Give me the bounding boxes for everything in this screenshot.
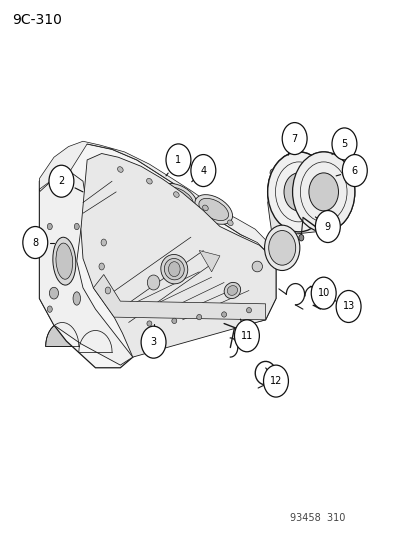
Ellipse shape bbox=[47, 306, 52, 312]
Text: 4: 4 bbox=[200, 166, 206, 175]
Ellipse shape bbox=[347, 169, 352, 176]
Text: 8: 8 bbox=[32, 238, 38, 247]
Circle shape bbox=[282, 123, 307, 155]
Ellipse shape bbox=[222, 312, 227, 317]
Circle shape bbox=[166, 144, 191, 176]
Polygon shape bbox=[81, 154, 276, 357]
Circle shape bbox=[141, 326, 166, 358]
Ellipse shape bbox=[247, 308, 251, 313]
Text: 5: 5 bbox=[341, 139, 348, 149]
Ellipse shape bbox=[283, 172, 315, 212]
Polygon shape bbox=[39, 171, 133, 365]
Text: 2: 2 bbox=[58, 176, 65, 186]
Ellipse shape bbox=[197, 314, 202, 320]
Ellipse shape bbox=[124, 172, 162, 201]
Ellipse shape bbox=[168, 262, 180, 277]
Ellipse shape bbox=[284, 173, 314, 211]
Ellipse shape bbox=[74, 223, 79, 230]
Text: 13: 13 bbox=[342, 302, 355, 311]
Polygon shape bbox=[79, 330, 112, 352]
Ellipse shape bbox=[161, 254, 188, 284]
Ellipse shape bbox=[322, 169, 327, 176]
Ellipse shape bbox=[269, 230, 295, 265]
Ellipse shape bbox=[160, 183, 197, 213]
Ellipse shape bbox=[293, 152, 355, 232]
Ellipse shape bbox=[128, 175, 158, 198]
Ellipse shape bbox=[227, 286, 237, 295]
Ellipse shape bbox=[73, 292, 81, 305]
Ellipse shape bbox=[308, 172, 339, 212]
Ellipse shape bbox=[227, 220, 233, 225]
Text: 12: 12 bbox=[270, 376, 282, 386]
Circle shape bbox=[23, 227, 48, 259]
Ellipse shape bbox=[293, 152, 355, 232]
Ellipse shape bbox=[309, 173, 339, 211]
Circle shape bbox=[342, 155, 367, 187]
Text: 3: 3 bbox=[151, 337, 156, 347]
Ellipse shape bbox=[173, 192, 179, 197]
Ellipse shape bbox=[268, 152, 330, 232]
Circle shape bbox=[264, 365, 288, 397]
Ellipse shape bbox=[270, 169, 276, 176]
Polygon shape bbox=[93, 274, 266, 320]
Ellipse shape bbox=[299, 235, 304, 241]
Circle shape bbox=[191, 155, 216, 187]
Text: 93458  310: 93458 310 bbox=[290, 513, 346, 523]
Ellipse shape bbox=[203, 205, 208, 211]
Circle shape bbox=[315, 211, 340, 243]
Ellipse shape bbox=[147, 321, 152, 326]
Circle shape bbox=[49, 165, 74, 197]
Circle shape bbox=[311, 277, 336, 309]
Ellipse shape bbox=[147, 275, 160, 290]
Polygon shape bbox=[46, 322, 79, 346]
Text: 11: 11 bbox=[241, 331, 253, 341]
Circle shape bbox=[234, 320, 259, 352]
Ellipse shape bbox=[199, 198, 229, 221]
Ellipse shape bbox=[268, 152, 330, 232]
Ellipse shape bbox=[164, 259, 184, 280]
Ellipse shape bbox=[296, 227, 302, 234]
Ellipse shape bbox=[146, 179, 152, 184]
Text: 9C-310: 9C-310 bbox=[12, 13, 62, 27]
Ellipse shape bbox=[295, 169, 301, 176]
Text: 6: 6 bbox=[352, 166, 358, 175]
Ellipse shape bbox=[56, 243, 73, 279]
Ellipse shape bbox=[321, 227, 327, 234]
Ellipse shape bbox=[47, 223, 52, 230]
Polygon shape bbox=[39, 144, 276, 368]
Ellipse shape bbox=[99, 263, 105, 270]
Text: 10: 10 bbox=[317, 288, 330, 298]
Ellipse shape bbox=[224, 282, 241, 298]
Polygon shape bbox=[39, 141, 276, 261]
Text: 7: 7 bbox=[291, 134, 298, 143]
Text: 1: 1 bbox=[176, 155, 181, 165]
Ellipse shape bbox=[105, 287, 110, 294]
Ellipse shape bbox=[49, 287, 59, 299]
Ellipse shape bbox=[53, 237, 76, 285]
Ellipse shape bbox=[101, 239, 106, 246]
Text: 9: 9 bbox=[325, 222, 331, 231]
Circle shape bbox=[336, 290, 361, 322]
Ellipse shape bbox=[172, 318, 177, 324]
Ellipse shape bbox=[164, 187, 193, 209]
Ellipse shape bbox=[195, 195, 232, 224]
Ellipse shape bbox=[117, 167, 123, 172]
Polygon shape bbox=[268, 168, 340, 261]
Ellipse shape bbox=[252, 261, 262, 272]
Circle shape bbox=[332, 128, 357, 160]
Polygon shape bbox=[199, 251, 220, 272]
Ellipse shape bbox=[265, 225, 300, 270]
